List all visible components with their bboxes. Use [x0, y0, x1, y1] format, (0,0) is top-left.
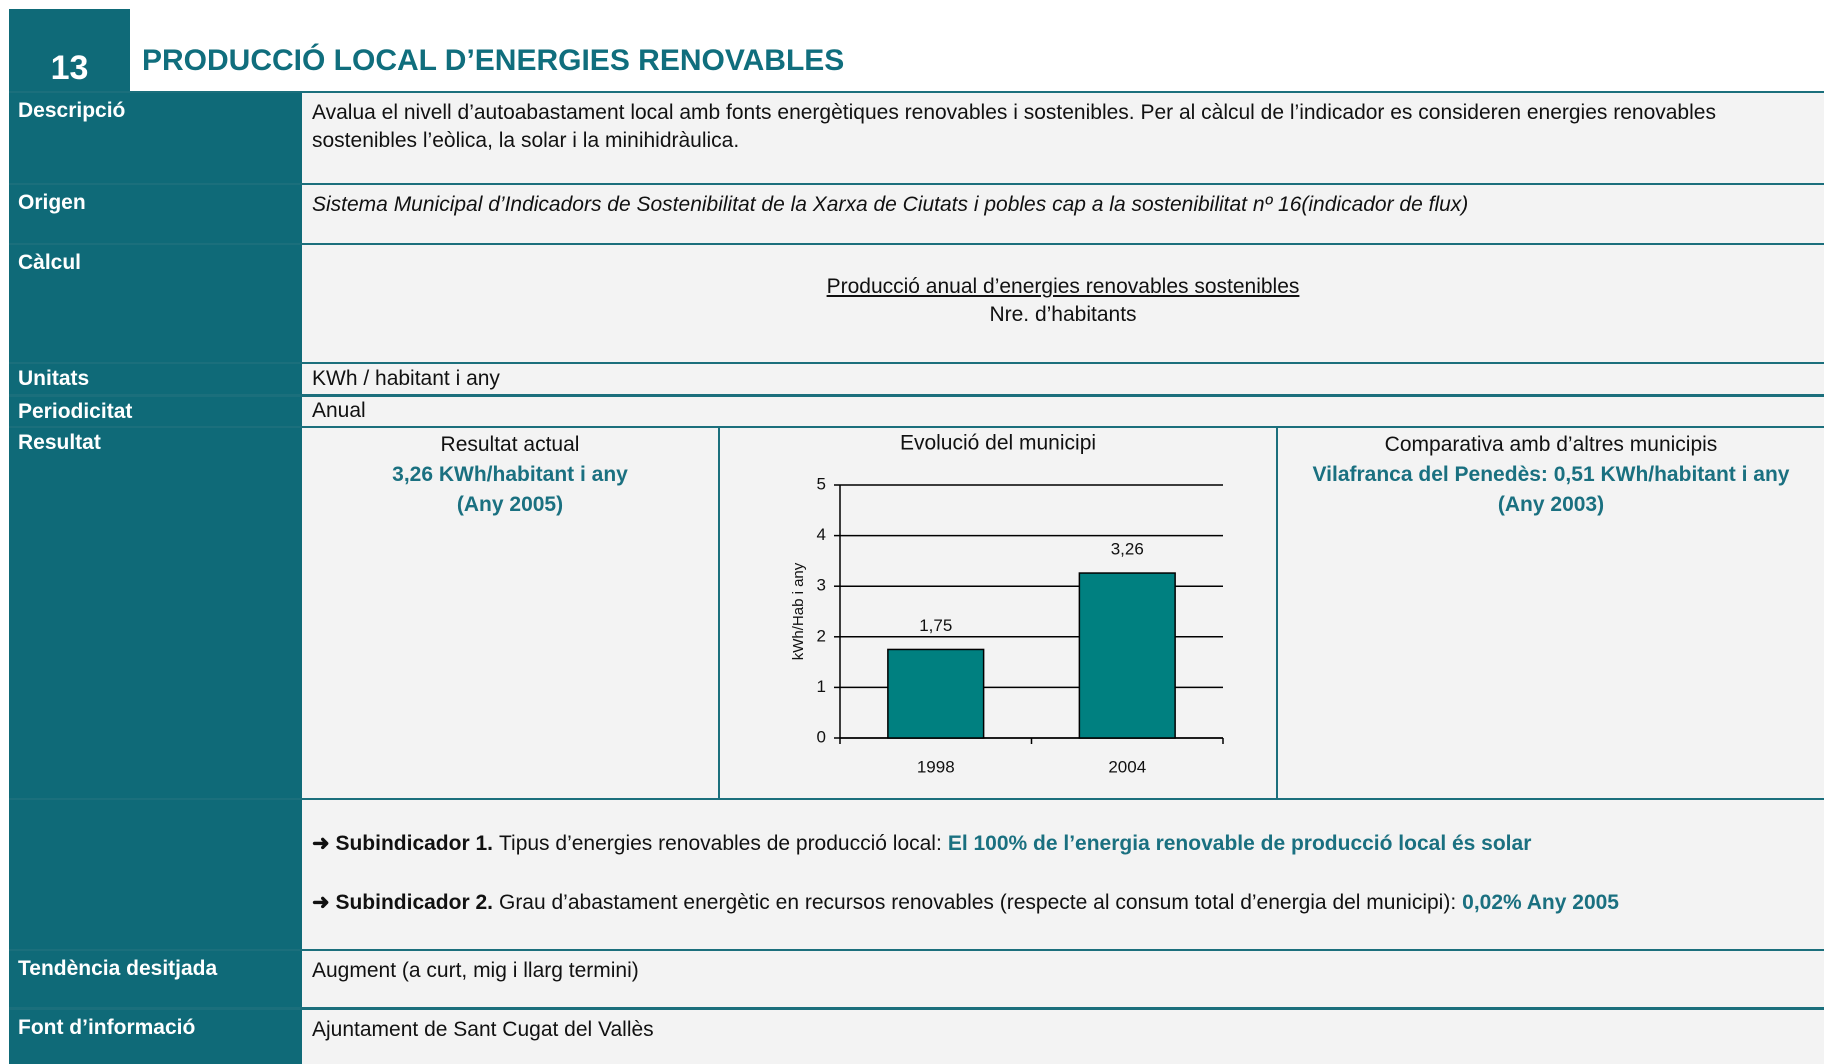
value-label: 1,75 [919, 616, 952, 635]
row-label: Resultat [9, 428, 302, 798]
x-tick-label: 2004 [1108, 757, 1146, 776]
calculation-cell: Producció anual d’energies renovables so… [302, 245, 1824, 362]
denominator: Nre. d’habitants [989, 303, 1137, 326]
subindicator: ➜ Subindicador 1. Tipus d’energies renova… [312, 832, 1532, 855]
chart-title: Evolució del municipi [900, 432, 1096, 455]
y-tick-label: 4 [817, 525, 826, 544]
row-label: Descripció [9, 93, 302, 183]
row-label [9, 800, 302, 949]
comparison-value: Vilafranca del Penedès: 0,51 KWh/habitan… [1312, 463, 1790, 486]
current-year: (Any 2005) [456, 493, 564, 516]
subindicator-highlight: 0,02% Any 2005 [1462, 891, 1619, 914]
subindicator-label: Subindicador 2. [335, 891, 493, 914]
comparison-year: (Any 2003) [1497, 493, 1605, 516]
y-tick-label: 5 [817, 474, 826, 493]
subindicator-text: Tipus d’energies renovables de producció… [498, 832, 942, 855]
value-label: 3,26 [1111, 540, 1144, 559]
comparison: Comparativa amb d’altres municipis Vilaf… [1276, 428, 1824, 798]
x-tick-label: 1998 [917, 757, 955, 776]
subindicator-label: Subindicador 1. [335, 832, 493, 855]
current-value: 3,26 KWh/habitant i any [392, 463, 628, 486]
subindicator: ➜ Subindicador 2. Grau d’abastament energ… [312, 891, 1619, 914]
row-text: Augment (a curt, mig i llarg termini) [302, 951, 1824, 1007]
row-text: Avalua el nivell d’autoabastament local … [302, 93, 1824, 183]
row-label: Font d’informació [9, 1010, 302, 1064]
current-title: Resultat actual [440, 433, 580, 456]
row-text: KWh / habitant i any [302, 364, 1824, 394]
result-cell: Resultat actual 3,26 KWh/habitant i any … [302, 428, 1824, 798]
current-result: Resultat actual 3,26 KWh/habitant i any … [302, 428, 718, 798]
comparison-title: Comparativa amb d’altres municipis [1384, 433, 1718, 456]
row-label: Càlcul [9, 245, 302, 362]
row-label: Origen [9, 185, 302, 243]
subindicator-text: Grau d’abastament energètic en recursos … [498, 891, 1457, 914]
row-label: Unitats [9, 364, 302, 394]
y-tick-label: 3 [817, 576, 826, 595]
row-text: Anual [302, 397, 1824, 426]
row-label: Periodicitat [9, 397, 302, 426]
row-text: Sistema Municipal d’Indicadors de Sosten… [302, 185, 1824, 243]
indicator-number: 13 [9, 9, 130, 91]
y-tick-label: 2 [817, 626, 826, 645]
bar [887, 648, 985, 739]
y-axis-label: kWh/Hab i any [790, 562, 807, 660]
row-text: Ajuntament de Sant Cugat del Vallès [302, 1010, 1824, 1064]
bar [1078, 572, 1176, 739]
subindicators-cell: ➜ Subindicador 1. Tipus d’energies renova… [302, 800, 1824, 949]
evolution: Evolució del municipi kWh/Hab i any 0 1 2 3 4… [718, 428, 1276, 798]
chart: Evolució del municipi kWh/Hab i any 0 1 2 3 4… [790, 432, 1224, 776]
subindicator-highlight: El 100% de l’energia renovable de produc… [947, 832, 1532, 855]
row-label: Tendència desitjada [9, 951, 302, 1007]
indicator-title: PRODUCCIÓ LOCAL D’ENERGIES RENOVABLES [142, 44, 845, 77]
y-tick-label: 1 [817, 677, 826, 696]
numerator: Producció anual d’energies renovables so… [826, 275, 1300, 298]
y-tick-label: 0 [817, 727, 826, 746]
